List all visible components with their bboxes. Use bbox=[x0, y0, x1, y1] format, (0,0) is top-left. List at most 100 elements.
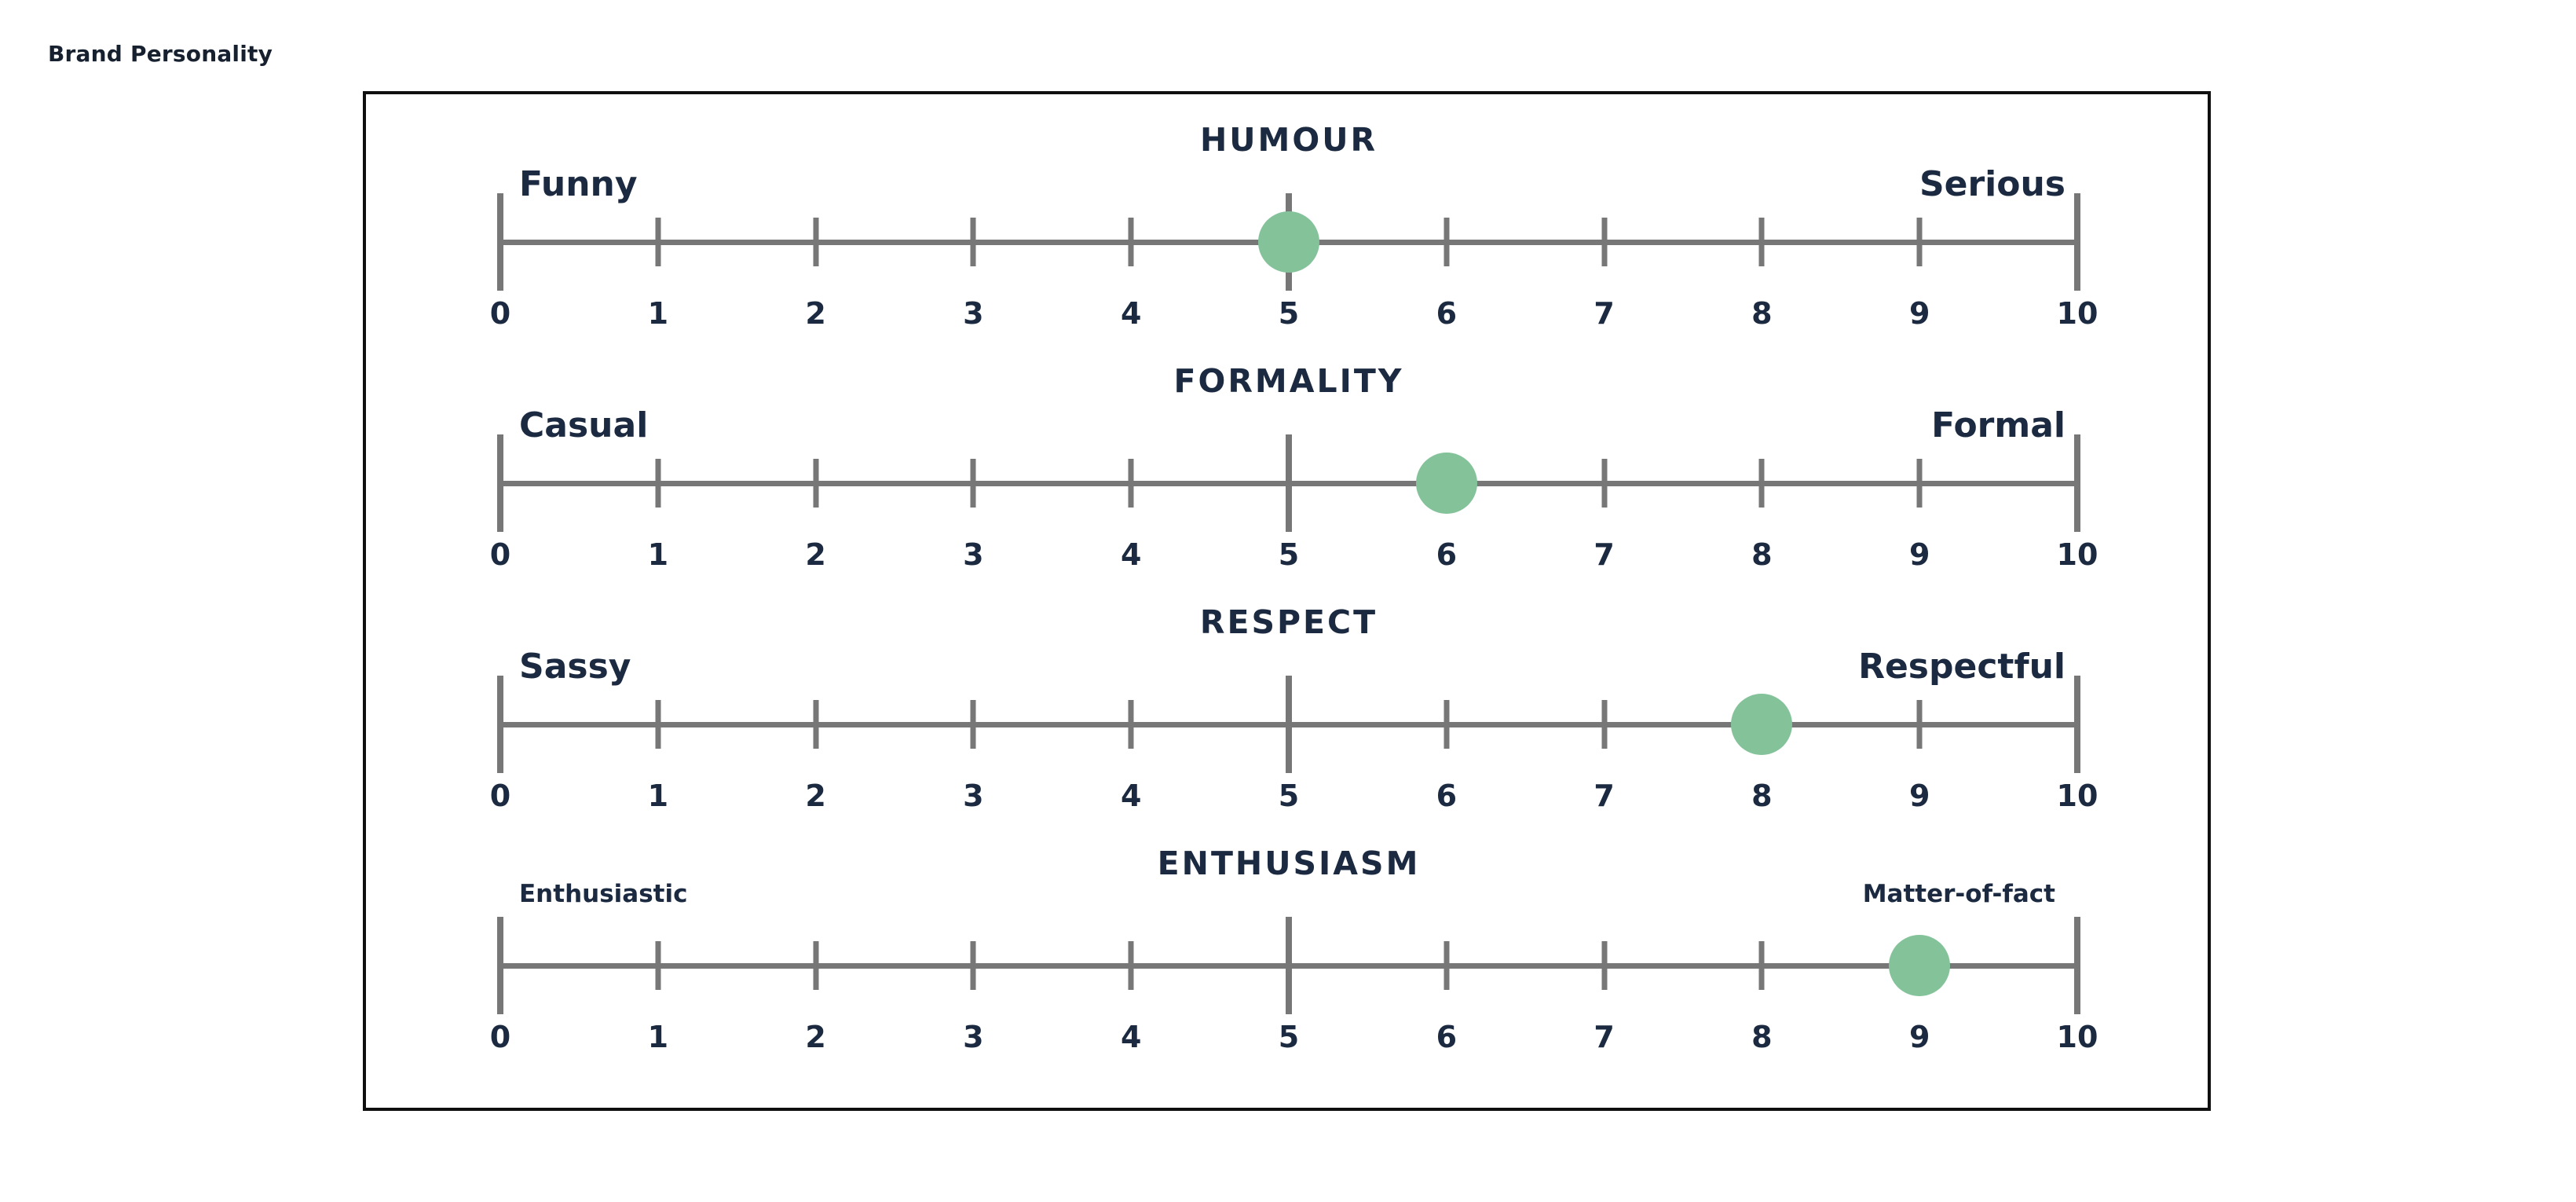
tick-label-2: 2 bbox=[805, 537, 826, 572]
tick-label-2: 2 bbox=[805, 779, 826, 813]
tick-label-3: 3 bbox=[963, 537, 984, 572]
tick-mark-0 bbox=[497, 193, 503, 291]
tick-label-10: 10 bbox=[2056, 537, 2098, 572]
tick-mark-10 bbox=[2074, 917, 2080, 1014]
tick-label-1: 1 bbox=[647, 779, 669, 813]
tick-label-4: 4 bbox=[1120, 779, 1142, 813]
tick-label-6: 6 bbox=[1436, 779, 1458, 813]
tick-label-5: 5 bbox=[1278, 779, 1300, 813]
value-marker bbox=[1889, 935, 1951, 996]
tick-label-0: 0 bbox=[489, 296, 511, 331]
scale-right-label: Respectful bbox=[1858, 647, 2066, 687]
tick-label-1: 1 bbox=[647, 1020, 669, 1054]
tick-mark-1 bbox=[655, 459, 661, 508]
tick-label-2: 2 bbox=[805, 1020, 826, 1054]
tick-mark-10 bbox=[2074, 193, 2080, 291]
tick-label-6: 6 bbox=[1436, 1020, 1458, 1054]
tick-mark-0 bbox=[497, 917, 503, 1014]
tick-mark-5 bbox=[1286, 676, 1292, 773]
tick-mark-6 bbox=[1444, 218, 1450, 266]
tick-label-3: 3 bbox=[963, 1020, 984, 1054]
tick-label-4: 4 bbox=[1120, 537, 1142, 572]
tick-label-5: 5 bbox=[1278, 537, 1300, 572]
value-marker bbox=[1258, 211, 1319, 273]
tick-label-6: 6 bbox=[1436, 537, 1458, 572]
tick-mark-2 bbox=[813, 218, 819, 266]
value-marker bbox=[1731, 694, 1793, 755]
tick-mark-4 bbox=[1128, 941, 1134, 990]
scale-left-label: Enthusiastic bbox=[519, 880, 688, 908]
value-marker bbox=[1415, 453, 1477, 514]
tick-label-9: 9 bbox=[1908, 1020, 1930, 1054]
tick-label-2: 2 bbox=[805, 296, 826, 331]
tick-label-7: 7 bbox=[1594, 1020, 1615, 1054]
tick-mark-2 bbox=[813, 459, 819, 508]
tick-label-0: 0 bbox=[489, 1020, 511, 1054]
tick-label-8: 8 bbox=[1751, 1020, 1773, 1054]
tick-mark-3 bbox=[970, 700, 976, 749]
tick-label-0: 0 bbox=[489, 779, 511, 813]
page-title: Brand Personality bbox=[48, 41, 273, 67]
tick-mark-9 bbox=[1916, 700, 1923, 749]
tick-mark-2 bbox=[813, 700, 819, 749]
tick-mark-9 bbox=[1916, 218, 1923, 266]
tick-mark-6 bbox=[1444, 941, 1450, 990]
tick-mark-5 bbox=[1286, 434, 1292, 532]
scale-left-label: Casual bbox=[519, 405, 649, 445]
tick-mark-3 bbox=[970, 218, 976, 266]
tick-label-8: 8 bbox=[1751, 537, 1773, 572]
scale-right-label: Matter-of-fact bbox=[1862, 880, 2055, 908]
tick-mark-1 bbox=[655, 218, 661, 266]
tick-mark-4 bbox=[1128, 218, 1134, 266]
scale-title: ENTHUSIASM bbox=[1157, 845, 1421, 882]
tick-mark-1 bbox=[655, 700, 661, 749]
tick-mark-4 bbox=[1128, 700, 1134, 749]
tick-label-10: 10 bbox=[2056, 1020, 2098, 1054]
tick-mark-7 bbox=[1601, 459, 1608, 508]
tick-mark-0 bbox=[497, 434, 503, 532]
tick-label-8: 8 bbox=[1751, 779, 1773, 813]
tick-label-4: 4 bbox=[1120, 1020, 1142, 1054]
tick-label-9: 9 bbox=[1908, 537, 1930, 572]
tick-label-7: 7 bbox=[1594, 296, 1615, 331]
tick-mark-8 bbox=[1758, 459, 1765, 508]
tick-mark-7 bbox=[1601, 218, 1608, 266]
tick-label-9: 9 bbox=[1908, 296, 1930, 331]
tick-mark-10 bbox=[2074, 434, 2080, 532]
tick-mark-3 bbox=[970, 941, 976, 990]
tick-label-1: 1 bbox=[647, 296, 669, 331]
tick-mark-5 bbox=[1286, 917, 1292, 1014]
tick-mark-8 bbox=[1758, 941, 1765, 990]
tick-label-1: 1 bbox=[647, 537, 669, 572]
tick-mark-7 bbox=[1601, 700, 1608, 749]
scale-title: HUMOUR bbox=[1199, 121, 1378, 159]
tick-mark-4 bbox=[1128, 459, 1134, 508]
tick-mark-10 bbox=[2074, 676, 2080, 773]
tick-mark-2 bbox=[813, 941, 819, 990]
tick-label-5: 5 bbox=[1278, 1020, 1300, 1054]
tick-mark-9 bbox=[1916, 459, 1923, 508]
tick-mark-8 bbox=[1758, 218, 1765, 266]
tick-mark-7 bbox=[1601, 941, 1608, 990]
scale-right-label: Serious bbox=[1919, 164, 2066, 204]
tick-label-4: 4 bbox=[1120, 296, 1142, 331]
scale-title: RESPECT bbox=[1199, 603, 1378, 641]
scale-right-label: Formal bbox=[1931, 405, 2066, 445]
tick-label-8: 8 bbox=[1751, 296, 1773, 331]
scale-left-label: Sassy bbox=[519, 647, 631, 687]
tick-mark-1 bbox=[655, 941, 661, 990]
tick-label-3: 3 bbox=[963, 296, 984, 331]
tick-mark-0 bbox=[497, 676, 503, 773]
tick-mark-6 bbox=[1444, 700, 1450, 749]
tick-label-6: 6 bbox=[1436, 296, 1458, 331]
tick-label-7: 7 bbox=[1594, 779, 1615, 813]
scale-left-label: Funny bbox=[519, 164, 638, 204]
tick-mark-3 bbox=[970, 459, 976, 508]
scale-title: FORMALITY bbox=[1173, 362, 1404, 400]
tick-label-3: 3 bbox=[963, 779, 984, 813]
tick-label-5: 5 bbox=[1278, 296, 1300, 331]
tick-label-10: 10 bbox=[2056, 296, 2098, 331]
tick-label-10: 10 bbox=[2056, 779, 2098, 813]
tick-label-9: 9 bbox=[1908, 779, 1930, 813]
